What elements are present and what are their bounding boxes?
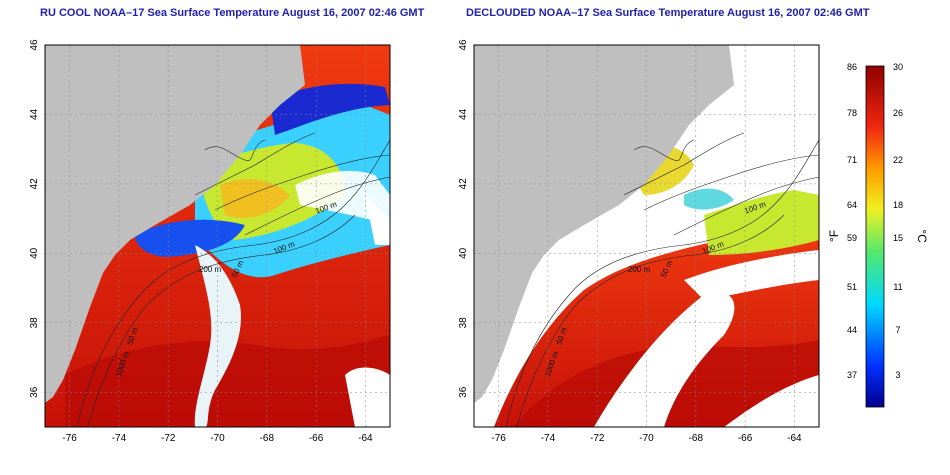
graticule-right (474, 45, 819, 427)
y-tick-label: 44 (29, 108, 40, 120)
colorbar-unit-fahrenheit: °F (827, 230, 841, 242)
right-sst-map (473, 44, 820, 428)
colorbar-tick-fahrenheit: 86 (847, 62, 857, 72)
x-tick-label: -76 (62, 433, 77, 444)
y-tick-label: 42 (29, 178, 40, 190)
x-tick-label: -70 (210, 433, 225, 444)
colorbar-tick-celsius: 26 (893, 108, 903, 118)
colorbar-tick-celsius: 22 (893, 155, 903, 165)
y-tick-label: 38 (29, 317, 40, 329)
colorbar-tick-fahrenheit: 78 (847, 108, 857, 118)
colorbar-tick-celsius: 11 (893, 282, 902, 292)
x-tick-label: -70 (639, 433, 654, 444)
left-sst-map (44, 44, 391, 428)
colorbar-tick-celsius: 15 (893, 233, 903, 243)
colorbar-tick-fahrenheit: 64 (847, 200, 857, 210)
x-tick-label: -72 (161, 433, 176, 444)
x-tick-label: -66 (309, 433, 324, 444)
colorbar (865, 65, 885, 408)
colorbar-tick-celsius: 3 (895, 370, 900, 380)
y-tick-label: 40 (458, 247, 469, 259)
colorbar-tick-fahrenheit: 71 (847, 155, 857, 165)
y-tick-label: 36 (458, 386, 469, 398)
graticule-left (45, 45, 390, 427)
isobath-label: 200 m (628, 265, 651, 274)
isobath-label: 200 m (199, 265, 222, 274)
y-tick-label: 38 (458, 317, 469, 329)
colorbar-tick-celsius: 7 (895, 325, 900, 335)
panel-title-right: DECLOUDED NOAA–17 Sea Surface Temperatur… (466, 7, 870, 19)
panel-title-left: RU COOL NOAA–17 Sea Surface Temperature … (40, 7, 425, 19)
x-tick-label: -74 (112, 433, 127, 444)
x-tick-label: -74 (541, 433, 556, 444)
colorbar-tick-fahrenheit: 37 (847, 370, 857, 380)
x-tick-label: -66 (738, 433, 753, 444)
y-tick-label: 42 (458, 178, 469, 190)
colorbar-tick-fahrenheit: 59 (847, 233, 857, 243)
y-tick-label: 36 (29, 386, 40, 398)
y-tick-label: 40 (29, 247, 40, 259)
colorbar-tick-fahrenheit: 44 (847, 325, 857, 335)
x-tick-label: -72 (590, 433, 605, 444)
colorbar-tick-fahrenheit: 51 (847, 282, 857, 292)
y-tick-label: 46 (458, 39, 469, 51)
y-tick-label: 46 (29, 39, 40, 51)
x-tick-label: -64 (358, 433, 373, 444)
colorbar-unit-celsius: °C (915, 229, 929, 243)
colorbar-tick-celsius: 18 (893, 200, 903, 210)
colorbar-tick-celsius: 30 (893, 62, 903, 72)
y-tick-label: 44 (458, 108, 469, 120)
x-tick-label: -68 (260, 433, 275, 444)
x-tick-label: -76 (491, 433, 506, 444)
x-tick-label: -68 (689, 433, 704, 444)
x-tick-label: -64 (787, 433, 802, 444)
